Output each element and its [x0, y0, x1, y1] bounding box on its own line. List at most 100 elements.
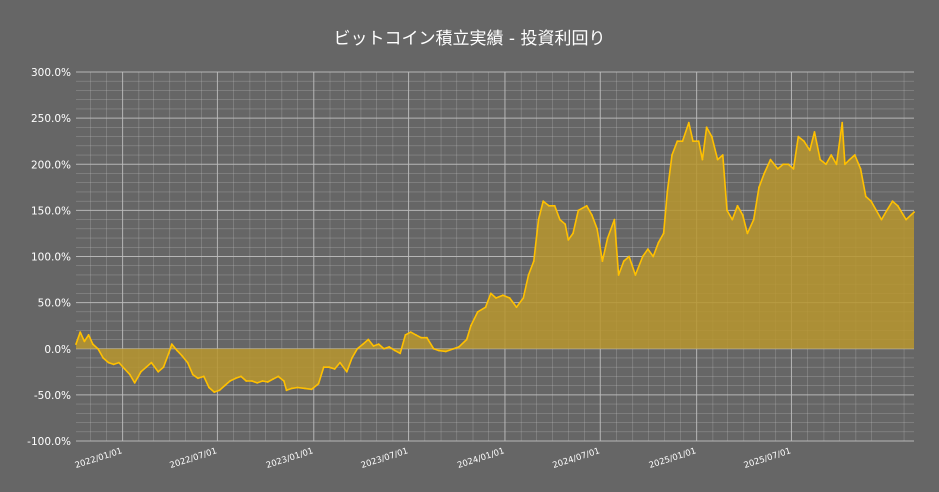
y-tick-label: 0.0% — [44, 344, 71, 356]
data-point — [444, 350, 447, 353]
data-point — [853, 154, 856, 156]
data-point — [803, 140, 805, 143]
x-tick-label: 2024/01/01 — [456, 446, 506, 471]
data-point — [634, 274, 637, 276]
series-area — [76, 122, 914, 393]
data-point — [129, 373, 131, 376]
y-tick-label: 300.0% — [31, 67, 71, 79]
data-point — [186, 361, 189, 364]
data-point — [830, 154, 833, 156]
data-point — [813, 131, 816, 133]
data-point — [229, 380, 231, 382]
data-point — [97, 347, 99, 350]
data-point — [606, 237, 609, 240]
data-point — [420, 336, 423, 339]
data-point — [261, 380, 264, 382]
data-point — [515, 306, 518, 309]
data-point — [79, 331, 82, 333]
data-point — [613, 218, 616, 221]
data-point — [585, 204, 588, 207]
data-point — [647, 248, 649, 251]
data-point — [383, 347, 385, 350]
data-point — [716, 158, 719, 161]
data-point — [662, 232, 665, 235]
x-tick-label: 2025/07/01 — [743, 446, 793, 471]
data-point — [913, 211, 915, 214]
data-point — [697, 140, 700, 143]
data-point — [240, 375, 242, 378]
data-point — [290, 387, 293, 390]
data-point — [641, 255, 644, 258]
data-point — [572, 232, 574, 235]
data-point — [272, 378, 274, 381]
data-point — [91, 343, 94, 345]
data-point — [564, 223, 567, 226]
data-point — [140, 370, 142, 373]
data-point — [577, 209, 580, 212]
data-point — [502, 294, 504, 297]
data-point — [741, 214, 744, 216]
data-point — [162, 366, 165, 369]
data-point — [399, 352, 402, 355]
data-point — [666, 191, 669, 193]
data-point — [339, 361, 341, 364]
data-point — [596, 227, 598, 230]
data-point — [864, 195, 867, 198]
data-point — [266, 381, 269, 383]
data-point — [508, 297, 511, 299]
data-point — [197, 377, 199, 380]
data-point — [377, 343, 380, 345]
data-point — [409, 331, 412, 333]
data-point — [601, 260, 604, 262]
data-point — [328, 366, 330, 369]
data-point — [465, 338, 468, 341]
data-point — [245, 380, 248, 382]
chart-title: ビットコイン積立実績 - 投資利回り — [333, 29, 606, 49]
data-point — [782, 163, 784, 166]
x-tick-label: 2023/07/01 — [360, 446, 410, 471]
data-point — [532, 260, 535, 262]
data-point — [191, 373, 194, 376]
data-point — [657, 241, 660, 244]
x-tick-label: 2023/01/01 — [265, 446, 315, 471]
data-point — [825, 163, 827, 166]
data-point — [489, 292, 492, 295]
data-point — [458, 346, 460, 348]
data-point — [721, 154, 724, 156]
data-point — [145, 366, 148, 369]
data-point — [367, 338, 370, 341]
data-point — [213, 391, 216, 393]
data-point — [167, 352, 170, 355]
data-point — [87, 334, 90, 336]
data-point — [692, 140, 694, 143]
x-tick-label: 2022/07/01 — [169, 446, 219, 471]
data-point — [218, 389, 221, 392]
data-point — [304, 387, 306, 390]
data-point — [880, 218, 883, 221]
data-point — [438, 349, 440, 352]
data-point — [870, 200, 872, 203]
data-point — [157, 370, 160, 373]
data-point — [75, 343, 77, 345]
data-point — [819, 158, 822, 161]
data-point — [208, 386, 210, 389]
data-point — [432, 347, 435, 350]
data-point — [841, 121, 844, 124]
data-point — [687, 121, 690, 124]
data-point — [356, 347, 359, 350]
data-point — [885, 209, 888, 212]
data-point — [150, 361, 153, 364]
data-point — [848, 158, 851, 161]
data-point — [362, 343, 364, 345]
data-point — [746, 232, 749, 235]
data-point — [731, 218, 734, 221]
data-point — [322, 366, 325, 369]
y-tick-label: 50.0% — [38, 298, 71, 310]
data-point — [676, 140, 679, 143]
data-point — [351, 357, 353, 359]
data-point — [567, 239, 570, 241]
data-point — [251, 380, 253, 382]
data-point — [671, 154, 673, 156]
data-point — [763, 172, 766, 175]
data-point — [176, 349, 179, 352]
